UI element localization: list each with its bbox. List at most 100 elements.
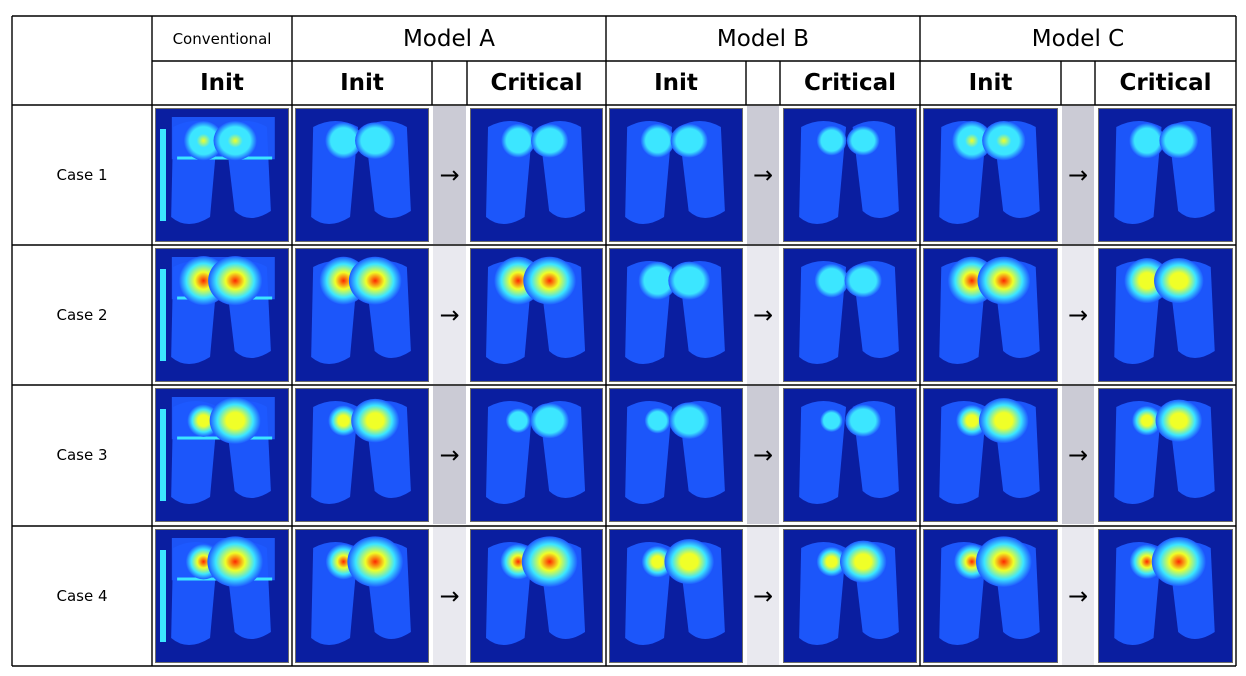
pressure-hotspot-right xyxy=(845,404,882,437)
transition-gap-model-a: → xyxy=(433,527,466,665)
arrow-right-icon: → xyxy=(752,441,774,469)
pressure-hotspot-left xyxy=(814,263,849,298)
heatmap-case-1-model-a-init xyxy=(295,108,429,242)
pressure-hotspot-left xyxy=(1132,405,1162,436)
pressure-hotspot-right xyxy=(530,403,569,439)
arrow-right-icon: → xyxy=(752,161,774,189)
pressure-hotspot-left xyxy=(956,404,988,437)
pressure-hotspot-right xyxy=(355,122,396,159)
subheader-model-a-init: Init xyxy=(340,70,384,96)
transition-gap-model-b: → xyxy=(747,527,779,665)
pressure-hotspot-right xyxy=(523,256,576,305)
heatmap-case-2-model-b-init xyxy=(609,248,743,382)
pressure-hotspot-right xyxy=(664,539,714,585)
pressure-hotspot-right xyxy=(351,398,400,443)
pressure-hotspot-right xyxy=(347,536,404,587)
transition-gap-model-a: → xyxy=(433,386,466,524)
heatmap-case-2-model-a-init xyxy=(295,248,429,382)
heatmap-case-3-conventional-init xyxy=(155,388,289,522)
header-model-a: Model A xyxy=(402,25,496,52)
header-model-c: Model C xyxy=(1031,25,1125,52)
arrow-right-icon: → xyxy=(1067,582,1089,610)
heatmap-case-4-model-b-init xyxy=(609,529,743,663)
pressure-hotspot-right xyxy=(975,536,1032,587)
row-label-case-4: Case 4 xyxy=(56,587,108,605)
seat-divider xyxy=(177,156,273,160)
transition-gap-model-b: → xyxy=(747,106,779,244)
pressure-hotspot-right xyxy=(213,120,257,161)
transition-gap-model-b: → xyxy=(747,246,779,384)
subheader-model-b-critical: Critical xyxy=(803,70,897,96)
pressure-hotspot-left xyxy=(816,125,847,156)
heatmap-case-1-model-b-init xyxy=(609,108,743,242)
pressure-hotspot-right xyxy=(846,125,880,156)
seat-edge xyxy=(160,129,166,221)
arrow-right-icon: → xyxy=(439,441,460,469)
header-model-b: Model B xyxy=(716,25,810,52)
subheader-conventional-init: Init xyxy=(200,70,244,96)
pressure-hotspot-right xyxy=(977,256,1031,305)
pressure-hotspot-right xyxy=(531,123,569,158)
heatmap-case-3-model-c-init xyxy=(923,388,1058,522)
heatmap-case-3-model-b-critical xyxy=(783,388,917,522)
heatmap-case-2-conventional-init xyxy=(155,248,289,382)
arrow-right-icon: → xyxy=(439,582,460,610)
transition-gap-model-b: → xyxy=(747,386,779,524)
pressure-hotspot-right xyxy=(844,263,882,298)
heatmap-case-4-model-a-init xyxy=(295,529,429,663)
pressure-hotspot-left xyxy=(820,409,843,433)
pressure-hotspot-right xyxy=(668,261,711,300)
subheader-model-c-init: Init xyxy=(968,70,1013,96)
arrow-right-icon: → xyxy=(1067,301,1089,329)
pressure-hotspot-right xyxy=(1159,123,1199,159)
pressure-hotspot-right xyxy=(521,536,578,587)
heatmap-case-2-model-b-critical xyxy=(783,248,917,382)
heatmap-case-2-model-c-critical xyxy=(1098,248,1233,382)
pressure-hotspot-left xyxy=(328,405,359,436)
heatmap-case-4-model-a-critical xyxy=(470,529,603,663)
pressure-hotspot-right xyxy=(348,256,402,305)
pressure-hotspot-right xyxy=(1151,537,1206,587)
pressure-hotspot-right xyxy=(979,398,1029,444)
heatmap-case-4-conventional-init xyxy=(155,529,289,663)
pressure-hotspot-right xyxy=(839,540,887,583)
pressure-hotspot-left xyxy=(1129,123,1165,159)
transition-gap-model-a: → xyxy=(433,106,466,244)
heatmap-case-3-model-a-critical xyxy=(470,388,603,522)
arrow-right-icon: → xyxy=(1067,161,1089,189)
heatmap-case-2-model-a-critical xyxy=(470,248,603,382)
pressure-hotspot-left xyxy=(325,122,362,159)
heatmap-case-4-model-c-critical xyxy=(1098,529,1233,663)
subheader-model-c-critical: Critical xyxy=(1119,70,1212,96)
heatmap-case-1-model-b-critical xyxy=(783,108,917,242)
subheader-model-a-critical: Critical xyxy=(490,70,583,96)
heatmap-case-3-model-a-init xyxy=(295,388,429,522)
heatmap-case-1-model-c-critical xyxy=(1098,108,1233,242)
pressure-hotspot-right xyxy=(209,397,261,444)
heatmap-case-1-model-a-critical xyxy=(470,108,603,242)
header-conventional: Conventional xyxy=(172,29,272,48)
pressure-hotspot-left xyxy=(644,407,671,434)
transition-gap-model-a: → xyxy=(433,246,466,384)
pressure-hotspot-left xyxy=(640,123,675,158)
pressure-hotspot-right xyxy=(669,402,710,439)
subheader-model-b-init: Init xyxy=(654,70,698,96)
arrow-right-icon: → xyxy=(1067,441,1089,469)
arrow-right-icon: → xyxy=(752,301,774,329)
pressure-hotspot-left xyxy=(183,120,224,161)
heatmap-case-4-model-c-init xyxy=(923,529,1058,663)
pressure-hotspot-right xyxy=(207,536,264,587)
seat-edge xyxy=(160,269,166,361)
pressure-hotspot-left xyxy=(952,120,992,161)
heatmap-case-1-model-c-init xyxy=(923,108,1058,242)
pressure-hotspot-right xyxy=(1155,399,1203,442)
pressure-hotspot-right xyxy=(982,120,1026,161)
seat-edge xyxy=(160,550,166,642)
pressure-hotspot-right xyxy=(670,123,708,158)
heatmap-case-2-model-c-init xyxy=(923,248,1058,382)
pressure-hotspot-right xyxy=(1154,258,1204,304)
pressure-hotspot-left xyxy=(501,123,536,158)
transition-gap-model-c: → xyxy=(1062,246,1094,384)
transition-gap-model-c: → xyxy=(1062,106,1094,244)
